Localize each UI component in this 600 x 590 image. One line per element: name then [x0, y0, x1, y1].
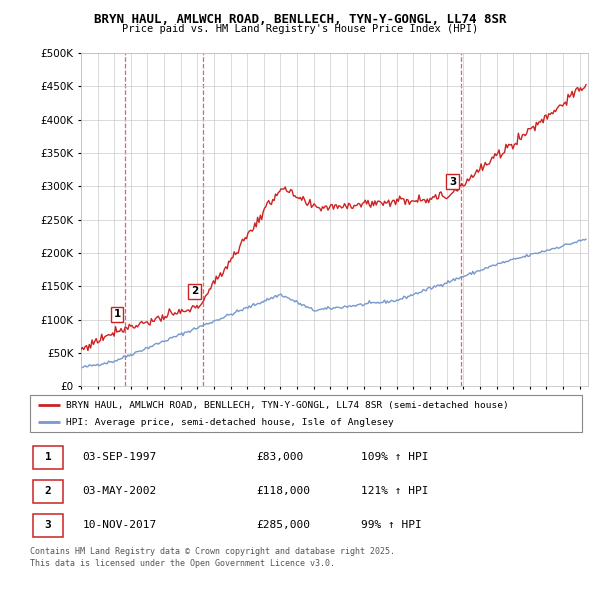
Text: This data is licensed under the Open Government Licence v3.0.: This data is licensed under the Open Gov… — [30, 559, 335, 568]
FancyBboxPatch shape — [30, 395, 582, 432]
Text: 109% ↑ HPI: 109% ↑ HPI — [361, 453, 428, 462]
Text: 99% ↑ HPI: 99% ↑ HPI — [361, 520, 422, 530]
FancyBboxPatch shape — [33, 446, 63, 468]
Text: £285,000: £285,000 — [256, 520, 310, 530]
Text: 1: 1 — [113, 309, 121, 319]
Text: 2: 2 — [44, 486, 52, 496]
Text: £118,000: £118,000 — [256, 486, 310, 496]
Text: 03-MAY-2002: 03-MAY-2002 — [82, 486, 157, 496]
Text: BRYN HAUL, AMLWCH ROAD, BENLLECH, TYN-Y-GONGL, LL74 8SR (semi-detached house): BRYN HAUL, AMLWCH ROAD, BENLLECH, TYN-Y-… — [66, 401, 509, 409]
Text: 2: 2 — [191, 286, 198, 296]
Text: 3: 3 — [449, 177, 457, 187]
FancyBboxPatch shape — [33, 480, 63, 503]
Text: £83,000: £83,000 — [256, 453, 304, 462]
FancyBboxPatch shape — [33, 514, 63, 537]
Text: Price paid vs. HM Land Registry's House Price Index (HPI): Price paid vs. HM Land Registry's House … — [122, 24, 478, 34]
Text: 1: 1 — [44, 453, 52, 462]
Text: BRYN HAUL, AMLWCH ROAD, BENLLECH, TYN-Y-GONGL, LL74 8SR: BRYN HAUL, AMLWCH ROAD, BENLLECH, TYN-Y-… — [94, 13, 506, 26]
Text: 3: 3 — [44, 520, 52, 530]
Text: 03-SEP-1997: 03-SEP-1997 — [82, 453, 157, 462]
Text: 10-NOV-2017: 10-NOV-2017 — [82, 520, 157, 530]
Text: HPI: Average price, semi-detached house, Isle of Anglesey: HPI: Average price, semi-detached house,… — [66, 418, 394, 427]
Text: Contains HM Land Registry data © Crown copyright and database right 2025.: Contains HM Land Registry data © Crown c… — [30, 547, 395, 556]
Text: 121% ↑ HPI: 121% ↑ HPI — [361, 486, 428, 496]
